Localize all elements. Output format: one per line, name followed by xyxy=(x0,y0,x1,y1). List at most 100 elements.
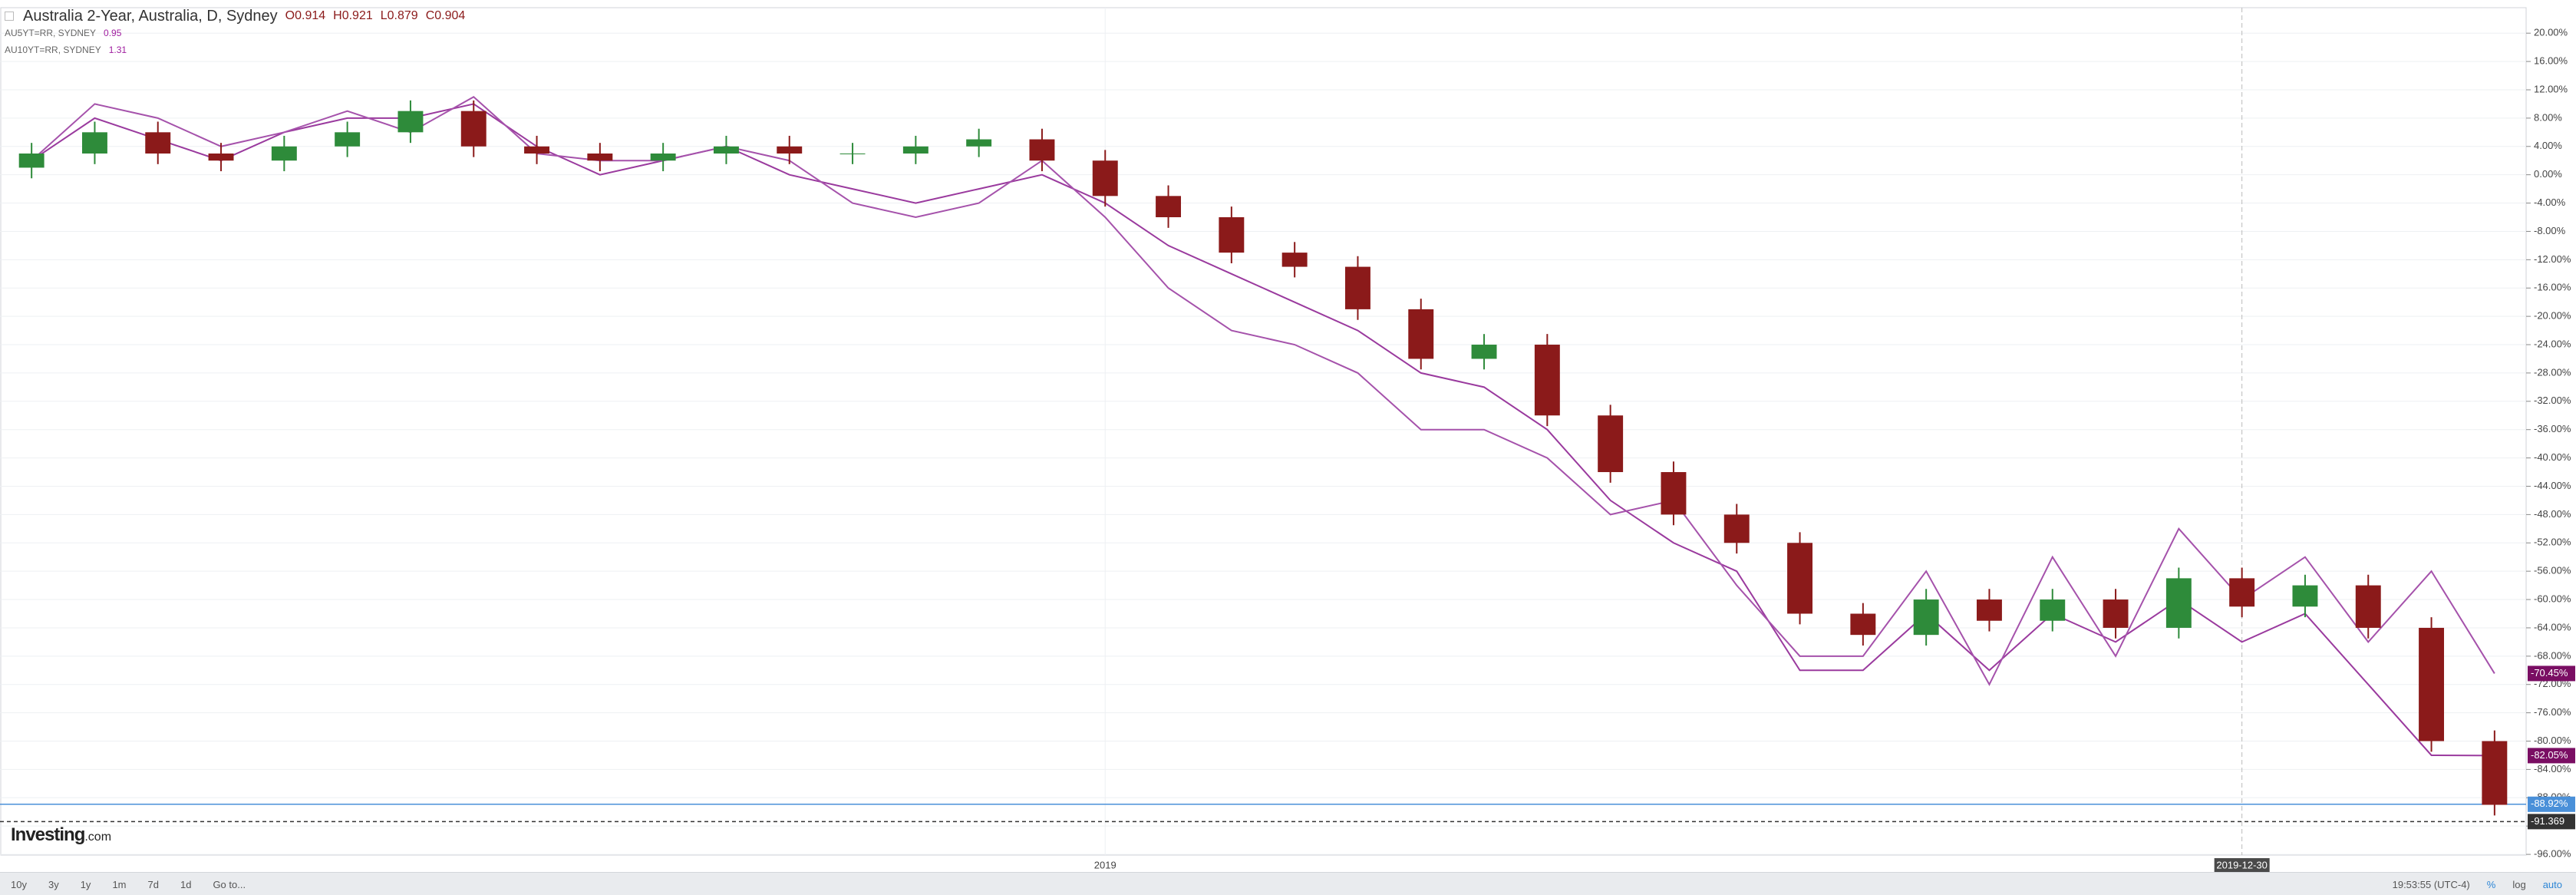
candle-body xyxy=(713,146,739,154)
candle-body xyxy=(1029,139,1055,161)
price-tag: -82.05% xyxy=(2531,749,2568,761)
candle-body xyxy=(335,132,361,147)
candle-body xyxy=(1976,599,2002,621)
price-tag: -91.369 xyxy=(2531,815,2564,827)
y-tick-label: 12.00% xyxy=(2534,83,2568,94)
x-tick-label: 2019-12-30 xyxy=(2216,859,2268,870)
candle-body xyxy=(1344,266,1370,309)
candle-body xyxy=(2419,627,2445,741)
y-tick-label: -84.00% xyxy=(2534,763,2571,774)
y-tick-label: -12.00% xyxy=(2534,253,2571,265)
range-button[interactable]: 1y xyxy=(80,878,91,890)
range-button[interactable]: 1m xyxy=(112,878,127,890)
range-button[interactable]: 1d xyxy=(180,878,192,890)
candle-body xyxy=(81,132,107,154)
price-tag-bg xyxy=(2528,665,2575,682)
y-tick-label: -96.00% xyxy=(2534,848,2571,860)
y-tick-label: -24.00% xyxy=(2534,338,2571,349)
ohlc: O0.914 xyxy=(285,9,326,22)
candle-body xyxy=(1281,253,1308,267)
candle-body xyxy=(966,139,992,147)
candle-body xyxy=(1723,514,1750,543)
price-tag-bg xyxy=(2528,814,2575,830)
ohlc: C0.904 xyxy=(425,9,466,22)
overlay-line xyxy=(31,95,2495,686)
candle-body xyxy=(1598,415,1624,473)
candle-body xyxy=(777,146,803,154)
candle-body xyxy=(2040,599,2066,621)
percent-toggle[interactable]: % xyxy=(2486,878,2496,890)
log-toggle[interactable]: log xyxy=(2512,878,2526,890)
price-tag-bg xyxy=(2528,796,2575,812)
y-tick-label: -36.00% xyxy=(2534,423,2571,434)
y-tick-label: -8.00% xyxy=(2534,225,2566,236)
candle-body xyxy=(2229,578,2255,607)
price-tag: -88.92% xyxy=(2531,798,2568,809)
y-tick-label: 16.00% xyxy=(2534,55,2568,67)
y-tick-label: -40.00% xyxy=(2534,451,2571,463)
candle-body xyxy=(524,146,550,154)
y-tick-label: 20.00% xyxy=(2534,27,2568,38)
candle-body xyxy=(1850,613,1876,636)
goto-button[interactable]: Go to... xyxy=(213,878,246,890)
legend-name: AU10YT=RR, SYDNEY xyxy=(5,45,101,55)
candle-body xyxy=(902,146,928,154)
candle-body xyxy=(397,111,424,133)
y-tick-label: 4.00% xyxy=(2534,140,2562,151)
plot-area xyxy=(0,7,2527,856)
chart-header: Australia 2-Year, Australia, D, Sydney O… xyxy=(5,8,465,58)
candle-body xyxy=(2103,599,2129,628)
legend-value: 1.31 xyxy=(108,45,127,55)
range-button[interactable]: 7d xyxy=(147,878,159,890)
candle-body xyxy=(1534,345,1560,416)
candle-body xyxy=(1661,472,1687,515)
candle-body xyxy=(2482,741,2508,805)
y-tick-label: -64.00% xyxy=(2534,621,2571,632)
title-row: Australia 2-Year, Australia, D, Sydney O… xyxy=(5,8,465,25)
candle-body xyxy=(1408,309,1434,359)
y-tick-label: 8.00% xyxy=(2534,111,2562,123)
overlay-line xyxy=(31,103,2495,757)
candle-body xyxy=(587,153,613,161)
price-tag-bg xyxy=(2528,748,2575,764)
y-tick-label: -56.00% xyxy=(2534,565,2571,576)
y-tick-label: -20.00% xyxy=(2534,310,2571,322)
legend-name: AU5YT=RR, SYDNEY xyxy=(5,28,97,38)
crosshair-label-bg xyxy=(2214,858,2270,872)
candle-body xyxy=(1092,160,1118,197)
candle-body xyxy=(1787,543,1813,614)
candle-body xyxy=(1156,196,1182,218)
y-tick-label: -76.00% xyxy=(2534,706,2571,718)
y-tick-label: -68.00% xyxy=(2534,649,2571,661)
chart-title: Australia 2-Year, Australia, D, Sydney xyxy=(23,7,278,25)
legend-row: AU10YT=RR, SYDNEY 1.31 xyxy=(5,41,465,58)
toolbar: 10y 3y 1y 1m 7d 1d Go to... 19:53:55 (UT… xyxy=(0,872,2576,895)
legend-row: AU5YT=RR, SYDNEY 0.95 xyxy=(5,25,465,41)
ohlc: H0.921 xyxy=(333,9,373,22)
candle-body xyxy=(145,132,171,154)
toolbar-right: 19:53:55 (UTC-4) % log auto xyxy=(2393,879,2576,890)
candle-body xyxy=(650,153,676,161)
y-tick-label: -80.00% xyxy=(2534,735,2571,746)
ohlc: L0.879 xyxy=(380,9,418,22)
logo-main: Investing xyxy=(11,824,85,845)
range-button[interactable]: 3y xyxy=(48,878,59,890)
range-button[interactable]: 10y xyxy=(11,878,27,890)
candle-body xyxy=(1219,217,1245,253)
logo-suffix: .com xyxy=(84,831,112,844)
legend-value: 0.95 xyxy=(104,28,122,38)
y-tick-label: -52.00% xyxy=(2534,537,2571,548)
y-tick-label: -44.00% xyxy=(2534,480,2571,491)
candle-body xyxy=(18,153,45,168)
y-tick-label: -28.00% xyxy=(2534,366,2571,378)
y-tick-label: 0.00% xyxy=(2534,168,2562,180)
candle-body xyxy=(271,146,297,161)
candle-body xyxy=(2292,585,2318,607)
clock: 19:53:55 (UTC-4) xyxy=(2392,878,2470,890)
y-tick-label: -32.00% xyxy=(2534,395,2571,406)
auto-toggle[interactable]: auto xyxy=(2542,878,2562,890)
icon xyxy=(5,12,14,21)
logo: Investing.com xyxy=(11,824,111,846)
y-tick-label: -4.00% xyxy=(2534,197,2566,208)
